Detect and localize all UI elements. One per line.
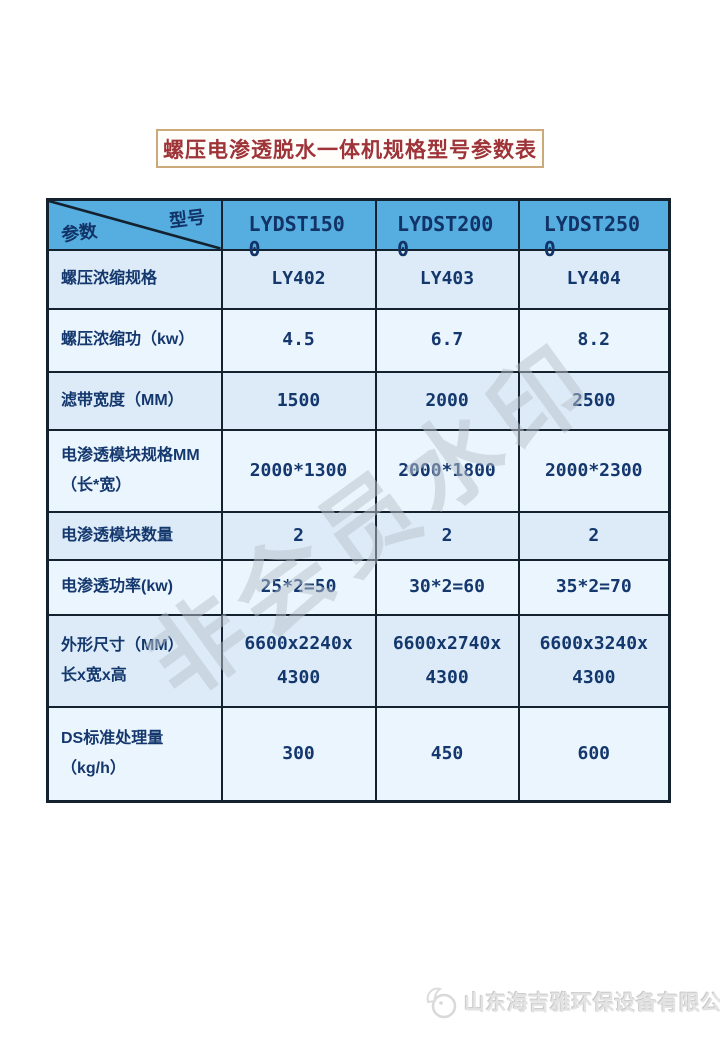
row-label: DS标准处理量（kg/h） (46, 705, 223, 803)
row-label: 电渗透模块规格MM （长*宽） (46, 428, 223, 513)
table-row: 电渗透模块数量 2 2 2 (46, 510, 671, 561)
cell-value: 300 (220, 705, 377, 803)
page-title: 螺压电渗透脱水一体机规格型号参数表 (163, 136, 537, 162)
cell-value: 6600x2240x 4300 (220, 613, 377, 708)
row-label: 滤带宽度（MM） (46, 370, 223, 431)
table-row: 螺压浓缩功（kw） 4.5 6.7 8.2 (46, 307, 671, 373)
cell-value: 4.5 (220, 307, 377, 373)
table-row: 电渗透功率(kw) 25*2=50 30*2=60 35*2=70 (46, 558, 671, 616)
cell-value: 1500 (220, 370, 377, 431)
cell-value: 6600x3240x 4300 (517, 613, 671, 708)
row-label: 电渗透模块数量 (46, 510, 223, 561)
cell-value: LY404 (517, 248, 671, 310)
cell-value: 2500 (517, 370, 671, 431)
spec-table: 型号 参数 LYDST1500 LYDST2000 LYDST2500 螺压浓缩… (46, 198, 671, 803)
table-row: 电渗透模块规格MM （长*宽） 2000*1300 2000*1800 2000… (46, 428, 671, 513)
cell-value: 2000*2300 (517, 428, 671, 513)
cell-value: 35*2=70 (517, 558, 671, 616)
title-box: 螺压电渗透脱水一体机规格型号参数表 (156, 129, 544, 168)
header-row: 型号 参数 LYDST1500 LYDST2000 LYDST2500 (46, 198, 671, 261)
cell-value: 25*2=50 (220, 558, 377, 616)
corner-cell: 型号 参数 (46, 198, 223, 251)
cell-value: 30*2=60 (374, 558, 520, 616)
cell-value: 600 (517, 705, 671, 803)
row-label: 外形尺寸（MM） 长x宽x高 (46, 613, 223, 708)
column-header-model-2: LYDST2000 (374, 198, 520, 261)
cell-value: LY402 (220, 248, 377, 310)
cell-value: 450 (374, 705, 520, 803)
cell-value: 6.7 (374, 307, 520, 373)
table-row: 外形尺寸（MM） 长x宽x高 6600x2240x 4300 6600x2740… (46, 613, 671, 708)
table-row: 滤带宽度（MM） 1500 2000 2500 (46, 370, 671, 431)
diagonal-divider-line (49, 201, 220, 248)
row-label: 电渗透功率(kw) (46, 558, 223, 616)
cell-value: 2000*1800 (374, 428, 520, 513)
corner-label-param: 参数 (60, 220, 99, 245)
cell-value: 8.2 (517, 307, 671, 373)
column-header-model-1: LYDST1500 (220, 198, 377, 261)
company-name: 山东海吉雅环保设备有限公司 (464, 992, 720, 1015)
cell-value: 2000*1300 (220, 428, 377, 513)
corner-label-model: 型号 (167, 206, 206, 232)
row-label: 螺压浓缩规格 (46, 248, 223, 310)
cell-value: 2 (517, 510, 671, 561)
table-row: 螺压浓缩规格 LY402 LY403 LY404 (46, 248, 671, 310)
footer: 山东海吉雅环保设备有限公司 (422, 982, 720, 1022)
cell-value: 2000 (374, 370, 520, 431)
row-label: 螺压浓缩功（kw） (46, 307, 223, 373)
table-row: DS标准处理量（kg/h） 300 450 600 (46, 705, 671, 803)
column-header-label: LYDST2000 (397, 212, 494, 261)
column-header-label: LYDST1500 (248, 212, 345, 261)
cell-value: LY403 (374, 248, 520, 310)
cell-value: 2 (220, 510, 377, 561)
column-header-model-3: LYDST2500 (517, 198, 671, 261)
cell-value: 2 (374, 510, 520, 561)
column-header-label: LYDST2500 (543, 212, 641, 261)
company-logo-icon (426, 987, 457, 1019)
cell-value: 6600x2740x 4300 (374, 613, 520, 708)
